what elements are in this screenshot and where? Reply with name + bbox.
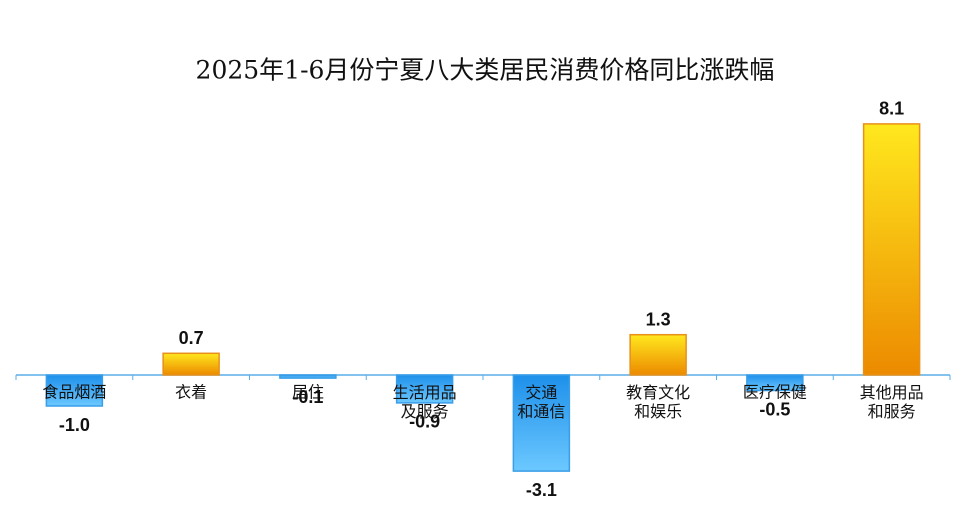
- value-label: 1.3: [646, 309, 671, 329]
- bar: [395, 374, 454, 404]
- x-tick-label: 居住: [292, 383, 324, 402]
- bar: [629, 333, 687, 376]
- value-label: -1.0: [59, 415, 90, 435]
- chart-title: 2025年1-6月份宁夏八大类居民消费价格同比涨跌幅: [196, 56, 775, 85]
- bar: [512, 374, 571, 472]
- x-tick-label: 生活用品及服务: [393, 383, 457, 421]
- bar: [862, 123, 921, 376]
- value-label: -0.9: [409, 412, 440, 432]
- value-label: 0.7: [179, 328, 204, 348]
- x-tick-label: 教育文化和娱乐: [626, 383, 690, 421]
- bar: [162, 352, 220, 376]
- x-tick-label: 其他用品和服务: [860, 383, 924, 421]
- value-label: 8.1: [879, 99, 904, 119]
- value-label: -0.1: [292, 387, 323, 407]
- x-tick-label: 食品烟酒: [42, 383, 106, 402]
- x-tick-label: 交通和通信: [517, 383, 565, 421]
- bar: [279, 374, 337, 379]
- x-tick-label: 医疗保健: [743, 383, 807, 402]
- x-tick-label: 衣着: [175, 383, 207, 402]
- bar: [45, 374, 104, 407]
- value-label: -3.1: [526, 480, 557, 500]
- value-label: -0.5: [759, 399, 790, 419]
- bar: [746, 374, 804, 392]
